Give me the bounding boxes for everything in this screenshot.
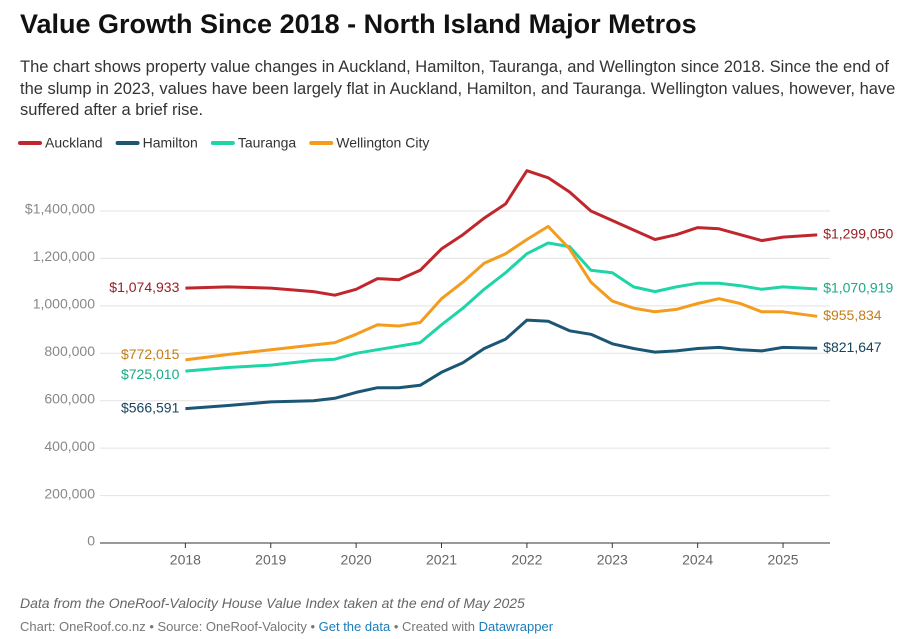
series-line	[185, 224, 818, 362]
x-tick-label: 2020	[341, 552, 372, 568]
x-tick-label: 2021	[426, 552, 457, 568]
data-label: $725,010	[121, 366, 180, 382]
data-label: $772,015	[121, 346, 180, 362]
chart: 0 200,000 400,000 600,000 800,000 1,000,000 1,…	[18, 135, 893, 568]
x-tick-label: 2019	[255, 552, 286, 568]
data-label: $955,834	[823, 307, 882, 323]
data-label: $1,299,050	[823, 226, 893, 242]
credit: Chart: OneRoof.co.nz • Source: OneRoof-V…	[20, 619, 315, 634]
y-tick-label: 600,000	[44, 390, 95, 406]
data-label: $1,074,933	[109, 279, 179, 295]
y-tick-label: 0	[87, 533, 95, 549]
x-tick-label: 2023	[597, 552, 628, 568]
chart-title: Value Growth Since 2018 - North Island M…	[20, 9, 697, 39]
data-label: $1,070,919	[823, 280, 893, 296]
y-tick-label: 200,000	[44, 485, 95, 501]
note: Data from the OneRoof-Valocity House Val…	[20, 595, 525, 611]
created-with: • Created with	[393, 619, 475, 634]
legend-label: Tauranga	[238, 135, 297, 151]
series-line	[185, 241, 818, 373]
chart-subtitle: The chart shows property value changes i…	[20, 58, 896, 119]
tool-link[interactable]: Datawrapper	[478, 619, 554, 634]
y-tick-label: 1,000,000	[33, 296, 95, 312]
data-link[interactable]: Get the data	[318, 619, 391, 634]
legend-label: Auckland	[45, 135, 103, 151]
series-line	[185, 169, 818, 297]
y-tick-label: 400,000	[44, 438, 95, 454]
legend-label: Wellington City	[336, 135, 429, 151]
x-tick-label: 2022	[511, 552, 542, 568]
x-tick-label: 2025	[767, 552, 798, 568]
legend-label: Hamilton	[143, 135, 198, 151]
x-tick-label: 2024	[682, 552, 713, 568]
y-tick-label: $1,400,000	[25, 201, 95, 217]
series-line	[185, 318, 818, 411]
data-label: $821,647	[823, 339, 882, 355]
credits: Chart: OneRoof.co.nz • Source: OneRoof-V…	[20, 619, 553, 634]
y-tick-label: 1,200,000	[33, 248, 95, 264]
y-tick-label: 800,000	[44, 343, 95, 359]
x-tick-label: 2018	[170, 552, 201, 568]
data-label: $566,591	[121, 399, 180, 415]
